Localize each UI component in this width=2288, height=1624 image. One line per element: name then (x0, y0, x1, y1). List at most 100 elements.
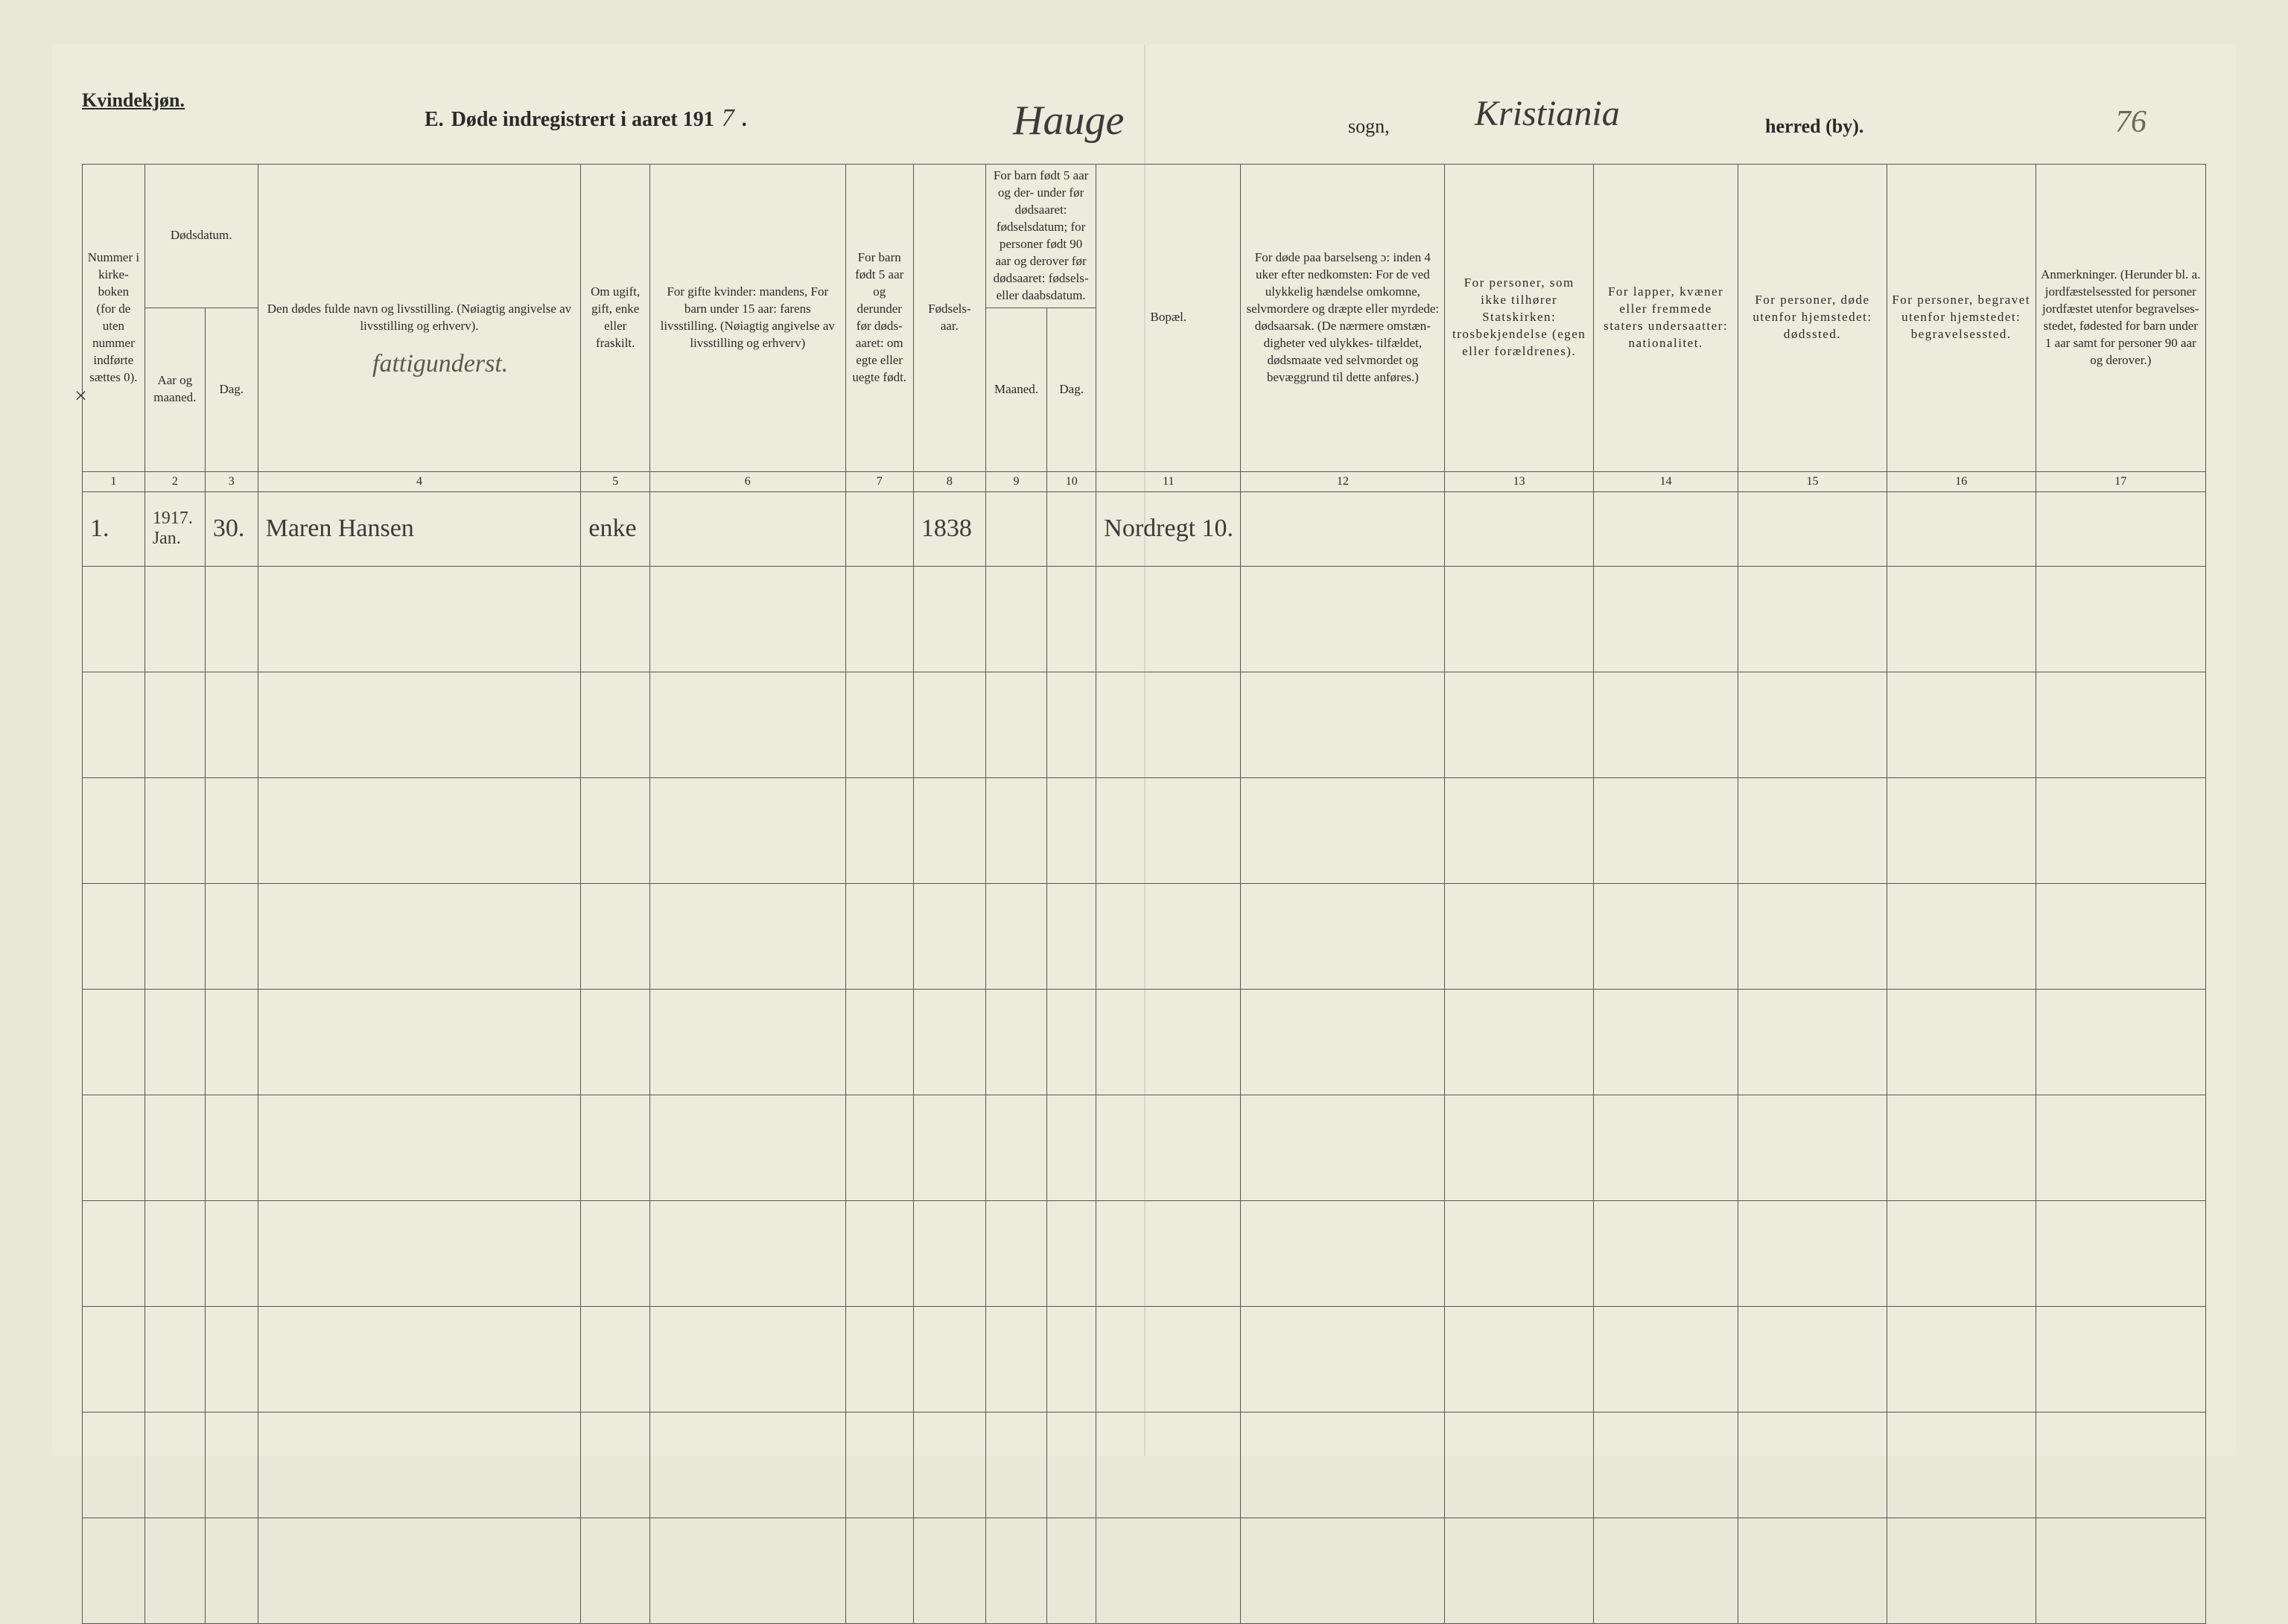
colnum: 2 (144, 471, 205, 491)
empty-cell (83, 883, 145, 989)
col-header-2-group: Dødsdatum. (144, 165, 258, 308)
empty-cell (650, 989, 846, 1095)
empty-cell (1887, 566, 2036, 672)
cell-c13 (1445, 491, 1594, 566)
cell-c9 (985, 491, 1046, 566)
empty-cell (650, 1200, 846, 1306)
colnum: 8 (913, 471, 985, 491)
empty-cell (913, 989, 985, 1095)
empty-cell (1241, 1200, 1445, 1306)
empty-cell (1594, 883, 1738, 989)
empty-cell (1445, 989, 1594, 1095)
empty-row (83, 777, 2206, 883)
empty-cell (258, 566, 581, 672)
col-subheader-9b: Dag. (1047, 308, 1096, 471)
empty-cell (144, 1095, 205, 1200)
cell-c16 (1887, 491, 2036, 566)
colnum: 14 (1594, 471, 1738, 491)
empty-cell (2036, 883, 2205, 989)
empty-cell (985, 883, 1046, 989)
empty-cell (1887, 1412, 2036, 1518)
empty-cell (581, 1200, 650, 1306)
colnum: 9 (985, 471, 1046, 491)
empty-cell (1594, 1200, 1738, 1306)
empty-cell (1241, 672, 1445, 777)
empty-cell (845, 777, 913, 883)
empty-cell (144, 1200, 205, 1306)
death-register-table: Nummer i kirke- boken (for de uten numme… (82, 164, 2206, 1624)
empty-cell (1096, 1200, 1241, 1306)
empty-cell (1241, 566, 1445, 672)
empty-cell (650, 1412, 846, 1518)
colnum: 5 (581, 471, 650, 491)
herred-label-printed: herred (by). (1765, 115, 1863, 138)
empty-cell (2036, 1306, 2205, 1412)
empty-cell (845, 1412, 913, 1518)
cell-c6 (650, 491, 846, 566)
empty-cell (581, 883, 650, 989)
empty-cell (258, 1518, 581, 1623)
colnum: 7 (845, 471, 913, 491)
empty-cell (144, 566, 205, 672)
empty-cell (83, 566, 145, 672)
empty-row (83, 566, 2206, 672)
empty-row (83, 1200, 2206, 1306)
empty-cell (845, 883, 913, 989)
empty-cell (913, 777, 985, 883)
empty-cell (144, 989, 205, 1095)
empty-cell (144, 1412, 205, 1518)
empty-cell (845, 672, 913, 777)
empty-cell (845, 566, 913, 672)
empty-cell (205, 672, 258, 777)
empty-cell (1241, 1518, 1445, 1623)
empty-cell (144, 883, 205, 989)
empty-cell (83, 1518, 145, 1623)
empty-cell (913, 1518, 985, 1623)
empty-cell (581, 672, 650, 777)
empty-cell (1096, 566, 1241, 672)
empty-cell (1594, 1306, 1738, 1412)
empty-cell (985, 566, 1046, 672)
empty-cell (83, 1095, 145, 1200)
col-subheader-2a: Aar og maaned. (144, 308, 205, 471)
empty-cell (258, 777, 581, 883)
colnum: 17 (2036, 471, 2205, 491)
empty-cell (83, 1200, 145, 1306)
empty-cell (1096, 1518, 1241, 1623)
empty-cell (1096, 672, 1241, 777)
empty-cell (1738, 672, 1887, 777)
empty-row (83, 883, 2206, 989)
empty-cell (845, 1306, 913, 1412)
empty-cell (581, 1095, 650, 1200)
empty-cell (258, 1200, 581, 1306)
year-handwritten: 7 (722, 104, 734, 133)
colnum: 10 (1047, 471, 1096, 491)
empty-cell (913, 672, 985, 777)
empty-cell (205, 1306, 258, 1412)
empty-row (83, 1306, 2206, 1412)
empty-cell (205, 883, 258, 989)
col-header-12: For døde paa barselseng ɔ: inden 4 uker … (1241, 165, 1445, 472)
page-number: 76 (2115, 104, 2146, 140)
colnum: 12 (1241, 471, 1445, 491)
empty-cell (1241, 1412, 1445, 1518)
empty-cell (144, 1306, 205, 1412)
empty-cell (913, 1200, 985, 1306)
cell-c7 (845, 491, 913, 566)
empty-cell (1445, 566, 1594, 672)
empty-cell (985, 672, 1046, 777)
empty-cell (1887, 1306, 2036, 1412)
empty-cell (581, 1412, 650, 1518)
col-subheader-9a: Maaned. (985, 308, 1046, 471)
empty-cell (1738, 1200, 1887, 1306)
empty-cell (2036, 1412, 2205, 1518)
colnum: 15 (1738, 471, 1887, 491)
empty-cell (2036, 1095, 2205, 1200)
empty-cell (1096, 883, 1241, 989)
empty-cell (845, 1200, 913, 1306)
empty-cell (1594, 672, 1738, 777)
col-header-15: For personer, døde utenfor hjemstedet: d… (1738, 165, 1887, 472)
colnum: 13 (1445, 471, 1594, 491)
colnum: 3 (205, 471, 258, 491)
empty-cell (1241, 989, 1445, 1095)
